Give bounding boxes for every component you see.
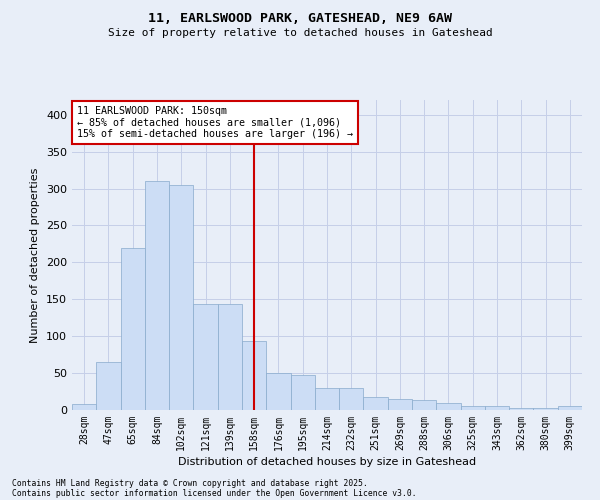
Bar <box>290 374 315 410</box>
Bar <box>169 185 193 410</box>
Bar <box>558 406 582 410</box>
Bar <box>436 402 461 410</box>
Bar <box>485 406 509 410</box>
Bar <box>266 373 290 410</box>
Bar <box>315 388 339 410</box>
Bar <box>218 304 242 410</box>
Bar <box>509 408 533 410</box>
Bar <box>121 248 145 410</box>
Bar <box>388 399 412 410</box>
Bar <box>96 362 121 410</box>
Text: Contains public sector information licensed under the Open Government Licence v3: Contains public sector information licen… <box>12 488 416 498</box>
Text: 11 EARLSWOOD PARK: 150sqm
← 85% of detached houses are smaller (1,096)
15% of se: 11 EARLSWOOD PARK: 150sqm ← 85% of detac… <box>77 106 353 140</box>
Text: 11, EARLSWOOD PARK, GATESHEAD, NE9 6AW: 11, EARLSWOOD PARK, GATESHEAD, NE9 6AW <box>148 12 452 26</box>
Bar <box>145 181 169 410</box>
Bar <box>412 400 436 410</box>
Bar <box>461 406 485 410</box>
Bar <box>364 396 388 410</box>
Bar <box>339 388 364 410</box>
Bar <box>72 404 96 410</box>
Bar <box>242 342 266 410</box>
Bar <box>193 304 218 410</box>
Text: Size of property relative to detached houses in Gateshead: Size of property relative to detached ho… <box>107 28 493 38</box>
Y-axis label: Number of detached properties: Number of detached properties <box>31 168 40 342</box>
X-axis label: Distribution of detached houses by size in Gateshead: Distribution of detached houses by size … <box>178 457 476 467</box>
Text: Contains HM Land Registry data © Crown copyright and database right 2025.: Contains HM Land Registry data © Crown c… <box>12 478 368 488</box>
Bar <box>533 408 558 410</box>
